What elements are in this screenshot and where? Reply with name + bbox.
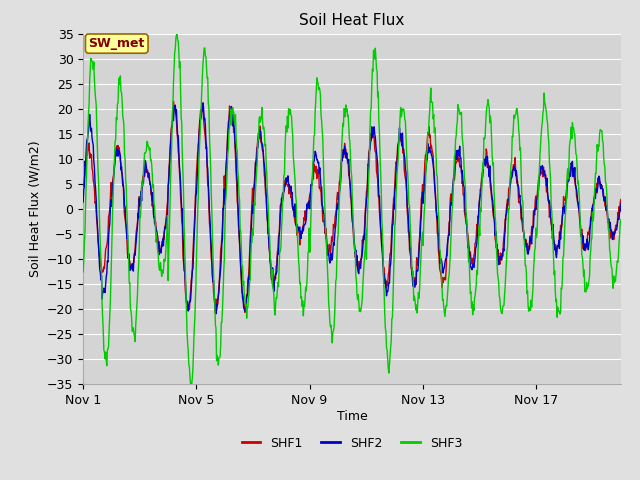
X-axis label: Time: Time [337,409,367,422]
Title: Soil Heat Flux: Soil Heat Flux [300,13,404,28]
Text: SW_met: SW_met [88,37,145,50]
Legend: SHF1, SHF2, SHF3: SHF1, SHF2, SHF3 [237,432,467,455]
Y-axis label: Soil Heat Flux (W/m2): Soil Heat Flux (W/m2) [29,141,42,277]
